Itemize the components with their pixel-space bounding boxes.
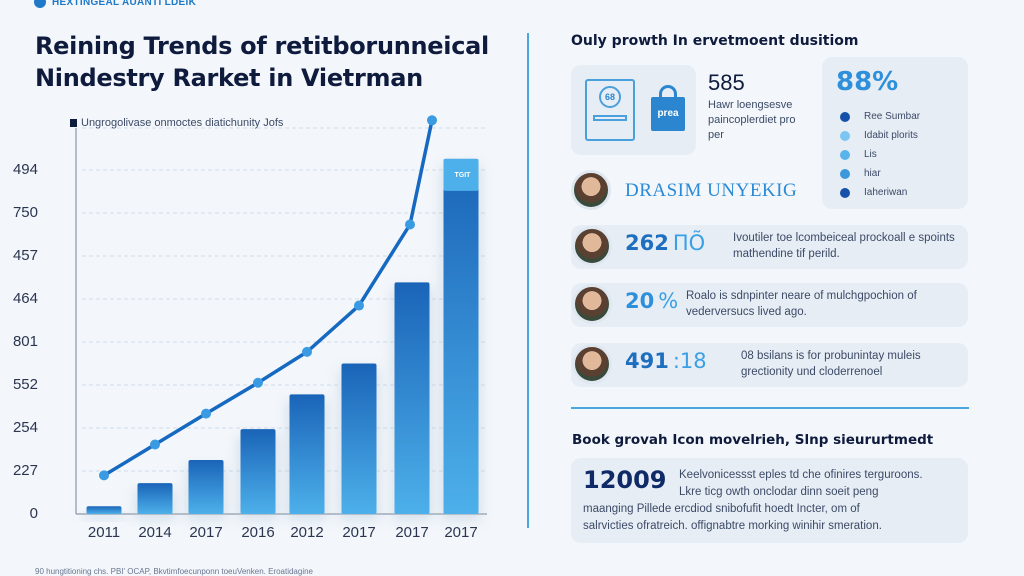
row-value: 491:18	[625, 349, 707, 373]
legend-marker-icon	[70, 119, 77, 127]
brand-header: HEXTINGEAL AUANTI LDEIK	[34, 0, 196, 8]
avatar	[571, 170, 611, 210]
x-tick-label: 2017	[342, 524, 376, 541]
bar-tag: TGIT	[454, 172, 471, 179]
person-name: DRASIM UNYEKIG	[625, 180, 798, 201]
bar-line-chart: Ungrogolivase onmoctes diatichunity Jofs…	[0, 0, 500, 576]
bag-handle	[659, 85, 677, 99]
section-heading: Book grovah Icon movelrieh, Slnp sieurur…	[572, 432, 934, 448]
y-tick-label: 464	[12, 290, 38, 307]
y-tick-label: 0	[29, 505, 38, 522]
line-point	[253, 377, 263, 388]
row-description: 08 bsilans is for probunintay muleis gre…	[741, 350, 921, 378]
x-tick-label: 2017	[444, 524, 478, 541]
avatar	[572, 226, 612, 266]
legend-label: hiar	[864, 168, 881, 179]
y-tick-label: 552	[12, 376, 38, 393]
line-point	[405, 219, 415, 230]
bar	[137, 483, 173, 514]
stat-value: 585	[708, 70, 745, 95]
legend-item: Lis	[840, 145, 920, 164]
legend-dot-icon	[840, 130, 850, 141]
line-point	[201, 408, 211, 419]
line-point	[99, 470, 109, 481]
y-tick-label: 494	[12, 161, 38, 178]
stat-row: 262 ПÕ Ivoutiler toe lcombeiceal prockoal…	[571, 225, 968, 269]
line-point	[302, 346, 312, 357]
icon-card: 68 prea	[571, 65, 696, 155]
right-heading: Ouly prowth In ervetmoent dusitiom	[571, 33, 859, 49]
summary-value: 12009	[583, 466, 667, 494]
x-tick-label: 2011	[87, 524, 121, 541]
stat-row: 20% Roalo is sdnpinter neare of mulchgpo…	[571, 283, 968, 327]
legend-label: Idabit plorits	[864, 130, 918, 141]
chart-legend-note: Ungrogolivase onmoctes diatichunity Jofs	[70, 117, 283, 129]
percent-legend-list: Ree Sumbar Idabit plorits Lis hiar Iaheriwan	[840, 107, 920, 202]
legend-dot-icon	[840, 168, 850, 179]
legend-dot-icon	[840, 149, 850, 160]
summary-card: 12009 Keelvonicessst eples td che ofinir…	[571, 458, 968, 543]
bar	[240, 429, 276, 514]
percent-value: 88%	[836, 67, 899, 97]
certificate-bar	[593, 115, 627, 121]
x-tick-label: 2017	[395, 524, 429, 541]
horizontal-divider	[571, 407, 969, 409]
shopping-bag-icon: prea	[651, 97, 685, 131]
bar	[188, 459, 224, 514]
x-tick-label: 2017	[189, 524, 223, 541]
row-value: 20%	[625, 289, 679, 313]
legend-item: Ree Sumbar	[840, 107, 920, 126]
legend-item: hiar	[840, 164, 920, 183]
certificate-icon: 68	[585, 79, 635, 141]
x-tick-label: 2014	[138, 524, 172, 541]
certificate-badge: 68	[599, 86, 621, 108]
legend-item: Iaheriwan	[840, 183, 920, 202]
legend-label: Ree Sumbar	[864, 111, 921, 122]
legend-note-text: Ungrogolivase onmoctes diatichunity Jofs	[81, 117, 284, 129]
percent-card: 88% Ree Sumbar Idabit plorits Lis hiar Iaher…	[822, 57, 968, 209]
legend-label: Iaheriwan	[864, 187, 908, 198]
brand-label: HEXTINGEAL AUANTI LDEIK	[52, 0, 197, 8]
legend-label: Lis	[864, 149, 877, 160]
x-tick-label: 2012	[290, 524, 324, 541]
row-description: Ivoutiler toe lcombeiceal prockoall e sp…	[733, 232, 955, 260]
y-tick-label: 227	[12, 462, 38, 479]
chart-footnote: 90 hungtitioning chs. PBI' OCAP, Bkvtimf…	[35, 567, 314, 576]
legend-dot-icon	[840, 187, 850, 198]
x-tick-label: 2016	[241, 524, 275, 541]
y-tick-label: 457	[12, 247, 38, 264]
avatar	[572, 284, 612, 324]
bar	[341, 363, 377, 514]
avatar	[572, 344, 612, 384]
line-point	[354, 300, 364, 311]
bar	[443, 158, 479, 514]
chart-canvas	[75, 115, 487, 520]
brand-logo-icon	[34, 0, 46, 8]
legend-dot-icon	[840, 111, 850, 122]
page-title: Reining Trends of retitborunneical Ninde…	[35, 30, 489, 94]
y-tick-label: 254	[12, 419, 38, 436]
title-line-2: Nindestry Rarket in Vietrman	[35, 64, 423, 92]
title-line-1: Reining Trends of retitborunneical	[35, 32, 489, 60]
vertical-divider	[527, 33, 529, 528]
summary-description: Keelvonicessst eples td che ofinires ter…	[583, 469, 923, 532]
stat-row: 491:18 08 bsilans is for probunintay mul…	[571, 343, 968, 387]
y-tick-label: 750	[12, 204, 38, 221]
bar	[289, 394, 325, 514]
bar	[86, 506, 122, 514]
row-value: 262 ПÕ	[625, 231, 706, 255]
y-tick-label: 801	[12, 333, 38, 350]
row-description: Roalo is sdnpinter neare of mulchgpochio…	[686, 290, 917, 318]
legend-item: Idabit plorits	[840, 126, 920, 145]
stat-description: Hawr loengsesve paincoplerdiet pro per	[708, 99, 796, 141]
bar	[394, 282, 430, 514]
line-point	[150, 439, 160, 450]
line-point	[427, 115, 437, 126]
